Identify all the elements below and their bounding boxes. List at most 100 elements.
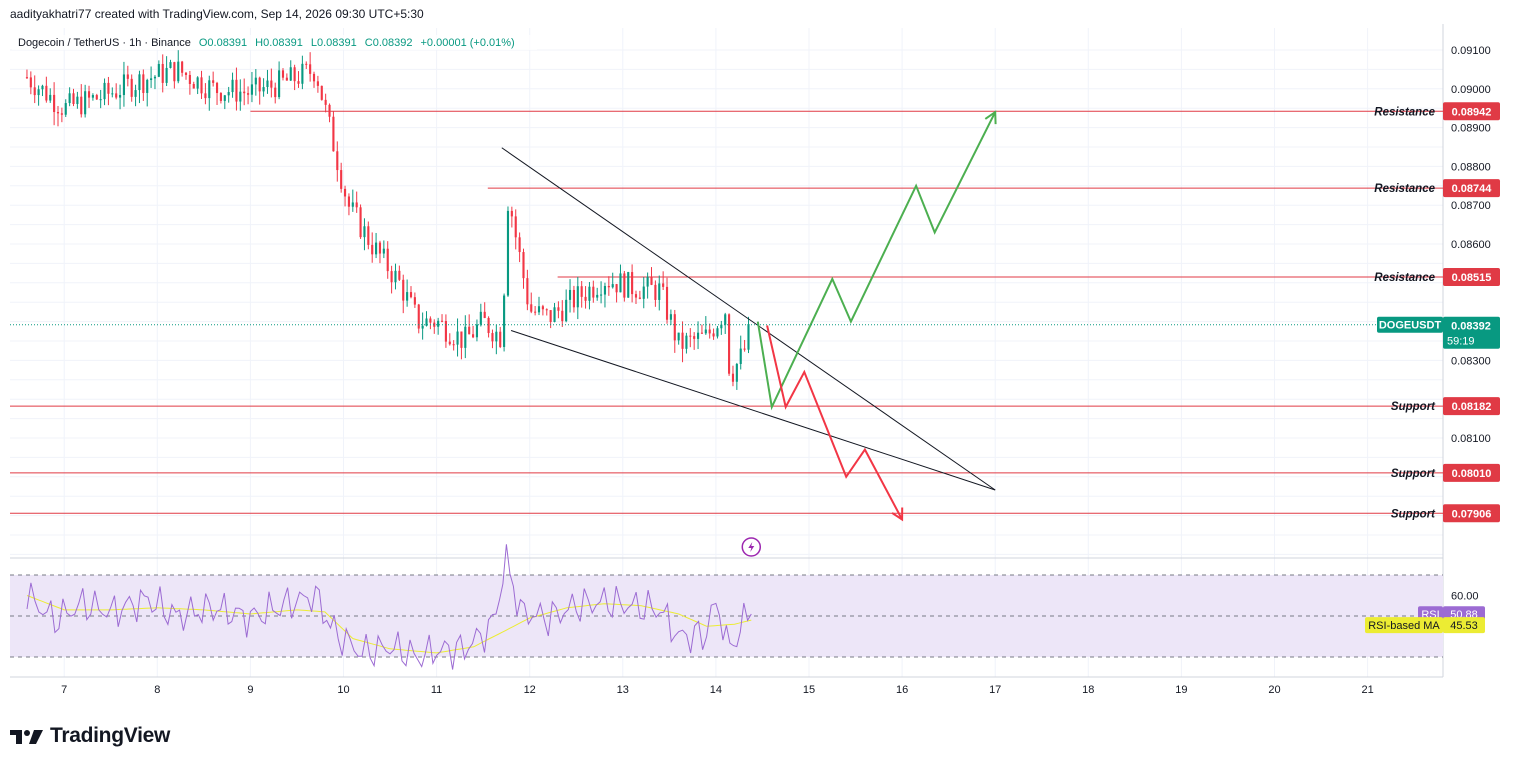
candle-body: [479, 311, 482, 325]
time-tick-label: 14: [710, 684, 722, 696]
candle-body: [142, 74, 145, 93]
candle-body: [631, 272, 634, 295]
candle-body: [293, 67, 296, 82]
candle-body: [239, 91, 242, 102]
candle-countdown: 59:19: [1447, 336, 1475, 348]
candle-body: [510, 210, 513, 217]
candle-body: [324, 99, 327, 105]
candle-body: [747, 324, 750, 350]
candle-body: [157, 63, 160, 77]
tradingview-logo[interactable]: TradingView: [10, 723, 170, 749]
candle-body: [363, 226, 366, 238]
candle-body: [642, 286, 645, 299]
candle-body: [685, 335, 688, 349]
candle-body: [720, 324, 723, 329]
time-tick-label: 10: [337, 684, 349, 696]
candle-body: [619, 273, 622, 293]
candle-body: [425, 318, 428, 326]
candle-body: [580, 286, 583, 297]
candle-body: [37, 89, 40, 96]
candle-body: [468, 326, 471, 335]
candle-body: [650, 276, 653, 285]
candle-body: [332, 116, 335, 152]
rsi-tick-label: 60.00: [1451, 591, 1479, 603]
candle-body: [390, 271, 393, 283]
candle-body: [76, 96, 79, 105]
candle-body: [262, 87, 265, 92]
candle-body: [64, 103, 67, 115]
symbol-legend: Dogecoin / TetherUS · 1h · Binance O0.083…: [12, 35, 537, 50]
chart-caption: aadityakhatri77 created with TradingView…: [10, 7, 424, 21]
candle-body: [371, 244, 374, 255]
bearish-projection: [766, 325, 903, 520]
level-label: Support: [1391, 401, 1436, 413]
candle-body: [297, 81, 300, 84]
candle-body: [634, 294, 638, 298]
time-tick-label: 7: [61, 684, 67, 696]
candle-body: [495, 331, 498, 342]
candle-body: [712, 333, 715, 337]
price-tick-label: 0.08900: [1451, 123, 1491, 135]
candle-body: [212, 80, 215, 83]
candle-body: [654, 284, 657, 300]
candle-body: [537, 306, 541, 313]
candle-body: [41, 85, 44, 90]
candle-body: [743, 348, 746, 350]
candle-body: [53, 94, 56, 113]
legend-symbol: Dogecoin / TetherUS · 1h · Binance: [18, 37, 191, 49]
candle-body: [417, 304, 420, 329]
level-label: Resistance: [1374, 183, 1435, 195]
candle-body: [235, 79, 238, 102]
candle-body: [576, 286, 579, 308]
candle-body: [80, 96, 83, 115]
candle-body: [588, 286, 591, 301]
candle-body: [177, 61, 180, 82]
candle-body: [460, 331, 463, 348]
candle-body: [491, 333, 494, 342]
candle-body: [45, 85, 48, 101]
time-tick-label: 12: [524, 684, 536, 696]
level-label: Resistance: [1374, 106, 1435, 118]
candle-body: [223, 95, 226, 101]
level-price-tag-box: [1443, 179, 1500, 198]
candle-body: [596, 294, 599, 298]
current-price-value: 0.08392: [1451, 321, 1491, 333]
price-tick-label: 0.08600: [1451, 239, 1491, 251]
candle-body: [278, 70, 281, 98]
candle-body: [33, 87, 36, 96]
falling-wedge: [501, 147, 996, 491]
candle-body: [289, 67, 292, 81]
level-price-tag-box: [1443, 102, 1500, 121]
candle-body: [347, 196, 350, 207]
level-price-tag-text: 0.08744: [1452, 183, 1493, 195]
candle-body: [266, 80, 269, 88]
time-tick-label: 8: [154, 684, 160, 696]
candle-body: [665, 286, 669, 320]
candle-body: [406, 292, 409, 301]
support-resistance-levels: Resistance Resistance Resistance Support Sup…: [10, 106, 1443, 520]
rsi-ma-value-tag-text: 45.53: [1450, 620, 1478, 632]
time-tick-label: 21: [1361, 684, 1373, 696]
time-tick-label: 17: [989, 684, 1001, 696]
candle-body: [122, 74, 126, 96]
candle-body: [549, 310, 552, 322]
price-tick-label: 0.08100: [1451, 433, 1491, 445]
price-tick-label: 0.08700: [1451, 200, 1491, 212]
candle-body: [464, 326, 467, 348]
candle-body: [231, 79, 234, 93]
candle-body: [565, 299, 568, 322]
candle-body: [572, 289, 575, 308]
level-price-tag-text: 0.08182: [1452, 401, 1492, 413]
candle-body: [219, 93, 222, 101]
legend-high: H0.08391: [255, 37, 303, 49]
candle-body: [29, 77, 32, 88]
candle-body: [258, 77, 261, 92]
candle-body: [503, 295, 506, 347]
candle-body: [584, 296, 587, 301]
candle-body: [243, 91, 246, 94]
candle-body: [603, 285, 607, 295]
candle-body: [91, 95, 94, 98]
legend-change: +0.00001 (+0.01%): [421, 37, 515, 49]
candle-body: [681, 332, 684, 349]
